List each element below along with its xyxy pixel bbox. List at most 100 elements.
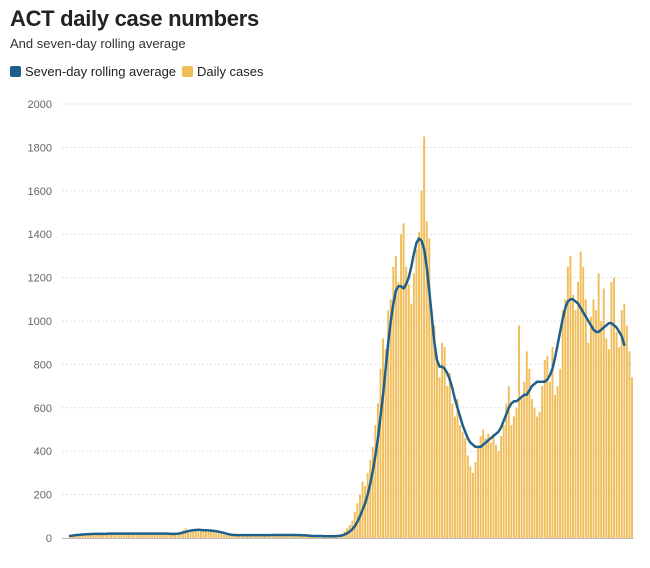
bar-daily-cases bbox=[394, 255, 397, 538]
line-rolling-average bbox=[68, 237, 626, 538]
bar-daily-cases bbox=[425, 221, 428, 538]
bar-daily-cases bbox=[215, 532, 218, 538]
bar-daily-cases bbox=[205, 530, 207, 538]
bar-daily-cases bbox=[397, 281, 400, 538]
bar-daily-cases bbox=[554, 394, 556, 538]
bar-daily-cases bbox=[148, 533, 151, 538]
bar-daily-cases bbox=[589, 316, 592, 538]
bar-daily-cases bbox=[212, 531, 215, 538]
bar-daily-cases bbox=[125, 533, 128, 538]
bar-daily-cases bbox=[230, 535, 233, 538]
bar-daily-cases bbox=[487, 433, 490, 538]
bar-daily-cases bbox=[520, 399, 523, 538]
bar-daily-cases bbox=[156, 533, 159, 538]
bar-daily-cases bbox=[430, 310, 433, 538]
bar-daily-cases bbox=[402, 223, 405, 538]
bar-daily-cases bbox=[133, 533, 136, 538]
y-tick-label-1000: 1000 bbox=[28, 316, 52, 328]
y-tick-label-200: 200 bbox=[34, 490, 52, 502]
bar-daily-cases bbox=[482, 429, 485, 538]
bar-daily-cases bbox=[448, 373, 451, 538]
bar-daily-cases bbox=[161, 534, 164, 538]
bar-daily-cases bbox=[451, 403, 454, 538]
bar-daily-cases bbox=[84, 534, 87, 538]
axis-layer: 0 200 400 600 800 1000 1200 1400 1600 1800 2000 bbox=[28, 99, 634, 545]
bar-daily-cases bbox=[99, 533, 102, 538]
bar-daily-cases bbox=[607, 349, 610, 538]
bar-daily-cases bbox=[207, 531, 210, 538]
bar-daily-cases bbox=[510, 425, 513, 538]
legend-label-rolling-average: Seven-day rolling average bbox=[25, 64, 177, 79]
bar-daily-cases bbox=[194, 530, 197, 538]
bar-daily-cases bbox=[541, 386, 544, 538]
bar-daily-cases bbox=[153, 534, 156, 538]
bar-daily-cases bbox=[530, 399, 533, 538]
bar-daily-cases bbox=[282, 535, 284, 538]
bar-daily-cases bbox=[176, 532, 179, 538]
bar-daily-cases bbox=[181, 530, 184, 538]
y-tick-label-2000: 2000 bbox=[28, 99, 52, 111]
bar-daily-cases bbox=[584, 299, 587, 538]
bar-daily-cases bbox=[592, 299, 595, 538]
bar-daily-cases bbox=[384, 349, 387, 538]
bar-daily-cases bbox=[446, 386, 449, 538]
bar-daily-cases bbox=[87, 533, 89, 538]
y-tick-label-1400: 1400 bbox=[28, 229, 52, 241]
bar-daily-cases bbox=[163, 533, 166, 538]
bar-daily-cases bbox=[492, 433, 495, 538]
bar-daily-cases bbox=[169, 534, 172, 538]
bar-daily-cases bbox=[89, 534, 92, 538]
bar-daily-cases bbox=[428, 238, 431, 539]
bar-daily-cases bbox=[117, 533, 120, 538]
bar-daily-cases bbox=[605, 338, 608, 538]
legend-item-rolling-average: Seven-day rolling average bbox=[10, 64, 176, 79]
bar-daily-cases bbox=[122, 533, 125, 538]
bar-daily-cases bbox=[615, 331, 618, 538]
bar-daily-cases bbox=[238, 534, 241, 538]
bar-daily-cases bbox=[364, 485, 367, 538]
bar-daily-cases bbox=[438, 377, 441, 538]
legend-swatch-daily-cases bbox=[182, 66, 194, 77]
bar-daily-cases bbox=[572, 294, 574, 538]
bar-daily-cases bbox=[579, 251, 582, 538]
bar-daily-cases bbox=[289, 534, 292, 538]
bar-daily-cases bbox=[243, 535, 246, 538]
bar-daily-cases bbox=[264, 535, 266, 538]
bar-daily-cases bbox=[256, 535, 259, 538]
bar-daily-cases bbox=[128, 534, 130, 538]
bar-daily-cases bbox=[456, 399, 459, 538]
bar-daily-cases bbox=[146, 533, 148, 538]
bar-daily-cases bbox=[407, 284, 410, 538]
legend-label-daily-cases: Daily cases bbox=[197, 64, 264, 79]
bar-daily-cases bbox=[271, 534, 274, 538]
bar-daily-cases bbox=[423, 136, 426, 539]
bar-daily-cases bbox=[92, 533, 95, 538]
bar-daily-cases bbox=[266, 535, 269, 538]
bar-daily-cases bbox=[179, 532, 182, 538]
bar-daily-cases bbox=[618, 347, 621, 538]
bar-daily-cases bbox=[112, 533, 115, 538]
bar-daily-cases bbox=[497, 451, 500, 538]
bar-daily-cases bbox=[453, 416, 456, 538]
bar-daily-cases bbox=[574, 310, 577, 538]
bar-daily-cases bbox=[502, 425, 505, 538]
bar-daily-cases bbox=[382, 338, 385, 538]
bar-daily-cases bbox=[623, 303, 626, 538]
bar-daily-cases bbox=[299, 535, 302, 538]
bar-daily-cases bbox=[79, 534, 82, 538]
bar-daily-cases bbox=[138, 533, 141, 538]
chart-title: ACT daily case numbers bbox=[10, 6, 259, 31]
bar-daily-cases bbox=[389, 299, 392, 538]
bar-daily-cases bbox=[366, 472, 369, 538]
bar-daily-cases bbox=[538, 412, 541, 538]
chart-subtitle: And seven-day rolling average bbox=[10, 36, 186, 51]
bar-daily-cases bbox=[441, 342, 444, 538]
bar-daily-cases bbox=[587, 342, 590, 538]
y-tick-label-400: 400 bbox=[34, 446, 52, 458]
bar-daily-cases bbox=[248, 535, 251, 538]
bar-daily-cases bbox=[120, 532, 123, 538]
bar-daily-cases bbox=[305, 535, 308, 538]
bar-daily-cases bbox=[197, 531, 200, 538]
bar-daily-cases bbox=[202, 529, 205, 538]
bar-daily-cases bbox=[525, 351, 528, 538]
